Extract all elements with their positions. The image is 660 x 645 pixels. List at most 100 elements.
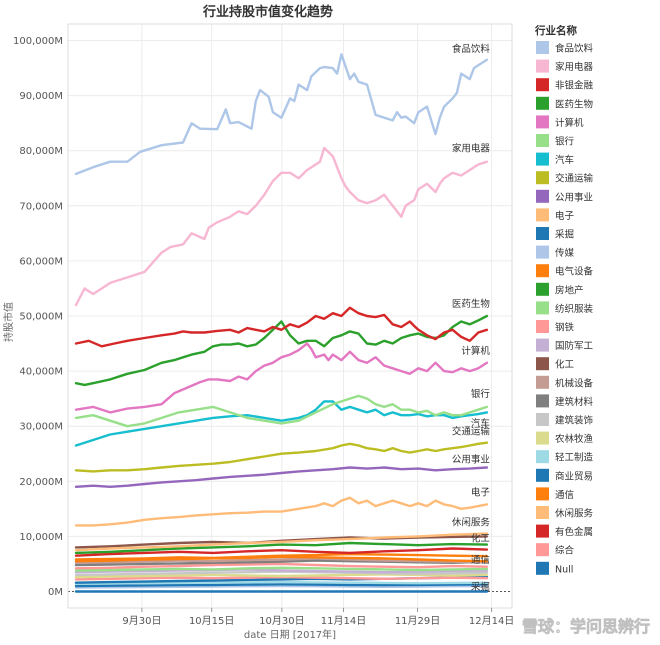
legend-label: 计算机 (555, 117, 584, 129)
series-line (74, 557, 489, 564)
series-end-label: 食品饮料 (452, 43, 491, 55)
series-end-label: 休闲服务 (452, 517, 491, 529)
legend-label: 家用电器 (555, 61, 594, 73)
legend-label: 休闲服务 (555, 508, 594, 520)
legend-swatch (536, 227, 549, 240)
legend-swatch (536, 561, 549, 575)
series-line (74, 146, 489, 307)
legend-swatch (536, 301, 549, 315)
legend-swatch (536, 171, 549, 185)
series-lines (74, 53, 489, 593)
x-tick-label: 9月30日 (122, 615, 161, 627)
y-tick-label: 60,000M (19, 256, 63, 267)
series-line (74, 394, 489, 428)
series-end-label: 采掘 (471, 581, 490, 593)
legend-label: 食品饮料 (555, 43, 594, 55)
series-line (74, 342, 489, 414)
legend-swatch (536, 431, 549, 445)
series-end-label: 汽车 (471, 417, 490, 429)
legend-label: 房地产 (555, 284, 584, 296)
legend-label: 交通运输 (555, 173, 594, 185)
legend-swatch (536, 208, 549, 222)
legend-swatch (536, 189, 549, 203)
series-line (74, 53, 489, 176)
legend-swatch (536, 543, 549, 557)
legend-swatch (536, 375, 549, 389)
y-tick-label: 40,000M (19, 367, 63, 378)
legend-label: 电气设备 (555, 266, 594, 278)
legend-label: 商业贸易 (555, 470, 593, 482)
series-line (74, 566, 489, 572)
y-tick-label: 20,000M (19, 477, 63, 488)
series-end-label: 交通运输 (452, 426, 491, 438)
legend-label: 综合 (555, 545, 575, 557)
legend-label: 汽车 (555, 154, 574, 166)
x-tick-label: 10月15日 (189, 615, 234, 627)
y-axis-label: 持股市值 (2, 302, 15, 342)
series-end-label: 银行 (471, 388, 491, 400)
legend-label: 非银金融 (555, 80, 594, 92)
y-tick-label: 50,000M (19, 312, 63, 323)
y-tick-label: 10,000M (19, 532, 63, 543)
legend-swatch (536, 450, 549, 464)
y-axis-ticks: 0M 10,000M 20,000M 30,000M 40,000M 50,000M 60,… (13, 36, 63, 598)
legend-swatch (536, 115, 549, 129)
legend-swatch (536, 78, 549, 92)
series-line (74, 568, 489, 574)
legend-swatch (536, 134, 549, 147)
legend-swatch (536, 394, 549, 408)
legend-label: 通信 (555, 489, 574, 501)
series-line (74, 441, 489, 473)
x-tick-label: 10月30日 (259, 615, 304, 627)
legend-label: 银行 (555, 136, 575, 148)
legend-swatch (536, 357, 549, 371)
legend-label: 医药生物 (555, 98, 594, 110)
series-end-label: 通信 (471, 554, 490, 566)
series-end-label: 公用事业 (452, 454, 490, 466)
legend-label: 采掘 (555, 229, 574, 241)
series-line (74, 547, 489, 557)
legend-label: 纺织服装 (555, 303, 594, 315)
y-tick-label: 90,000M (19, 91, 63, 102)
y-tick-label: 70,000M (19, 201, 63, 212)
legend-swatch (536, 320, 549, 333)
series-line (74, 552, 489, 561)
legend-label: 农林牧渔 (555, 433, 594, 445)
plot-area-frame (67, 23, 513, 609)
series-line (74, 562, 489, 570)
legend-label: 轻工制造 (555, 452, 594, 464)
series-line (74, 306, 489, 348)
legend-swatch (536, 59, 549, 73)
legend-label: 电子 (555, 210, 575, 222)
series-line (74, 541, 489, 555)
x-axis-label: date 日期 [2017年] (244, 628, 336, 641)
x-axis-ticks: 9月30日 10月15日 10月30日 11月14日 11月29日 12月14日 (122, 608, 514, 627)
legend-label: 国防军工 (555, 340, 594, 352)
legend-label: 建筑材料 (555, 396, 594, 408)
watermark: 雪球：学问思辨行 (522, 617, 650, 636)
legend-swatch (536, 245, 549, 259)
legend-swatch (536, 338, 549, 352)
series-line (74, 496, 489, 527)
legend-swatch (536, 264, 549, 278)
legend-swatch (536, 152, 549, 166)
series-line (74, 584, 489, 589)
legend-label: 有色金属 (555, 526, 593, 538)
x-tick-label: 11月14日 (321, 615, 366, 627)
series-line (74, 583, 489, 588)
series-line (74, 466, 489, 488)
legend-swatch (536, 282, 549, 296)
legend-swatch (536, 506, 549, 519)
legend-label: 钢铁 (555, 322, 575, 334)
legend-swatch (536, 413, 549, 426)
legend-label: 建筑装饰 (555, 415, 593, 427)
legend-swatch (536, 468, 549, 482)
series-line (74, 314, 489, 387)
legend-label: 机械设备 (555, 377, 594, 389)
series-end-label: 家用电器 (452, 143, 491, 155)
series-end-label: 化工 (471, 532, 491, 544)
legend-title: 行业名称 (534, 24, 577, 37)
legend-label: 传媒 (555, 247, 575, 259)
